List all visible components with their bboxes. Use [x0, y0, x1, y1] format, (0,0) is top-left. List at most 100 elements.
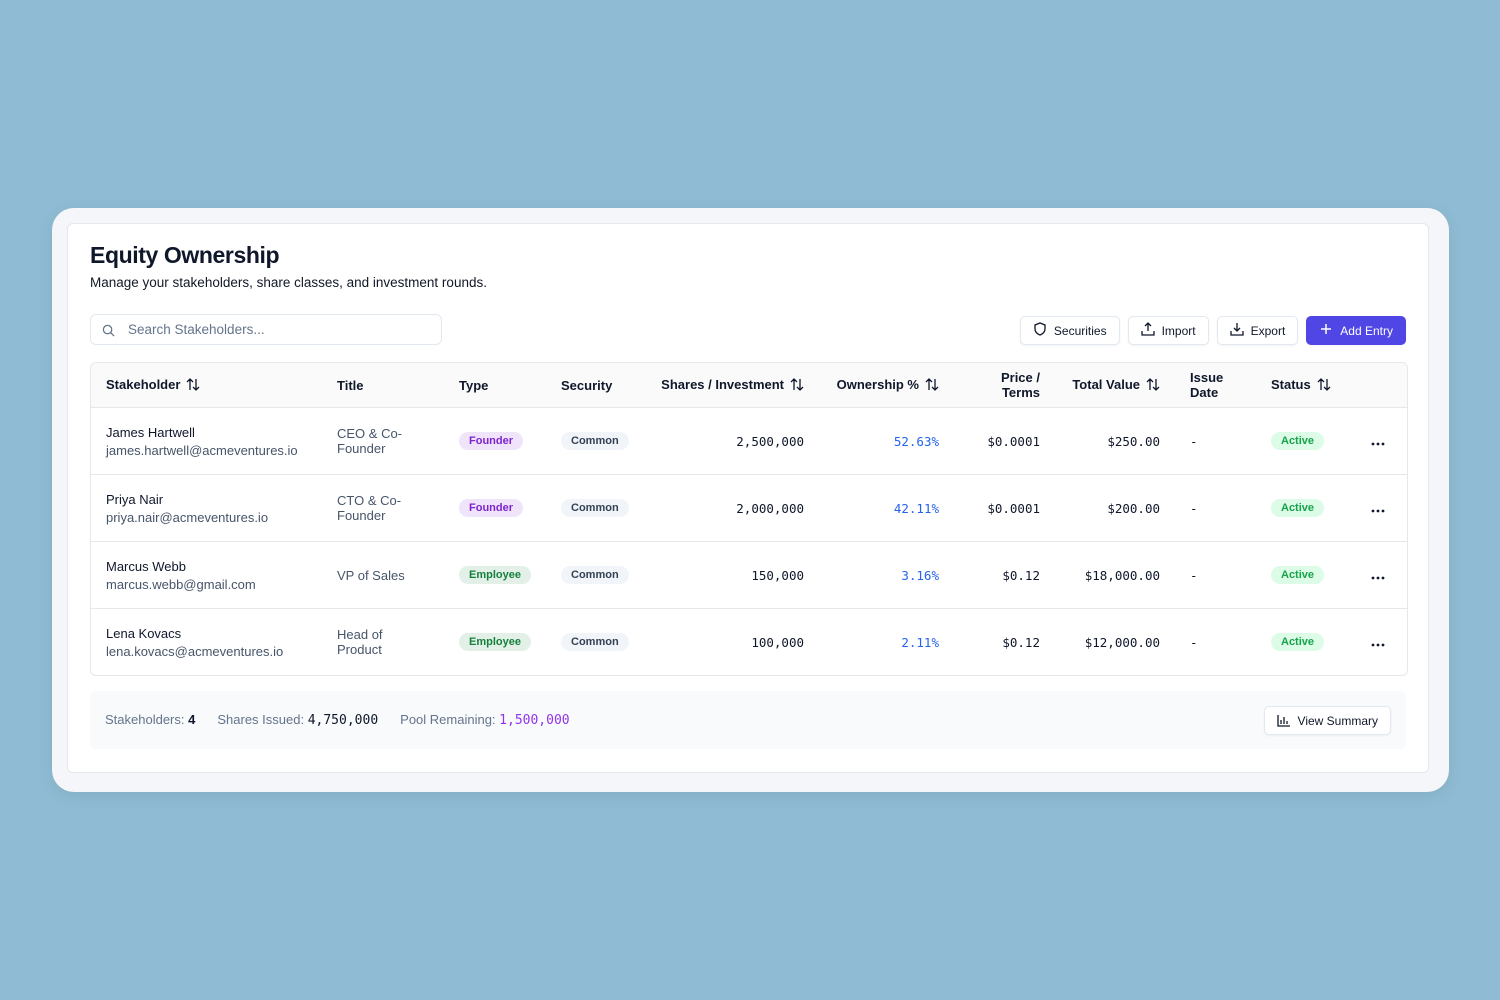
role-title: VP of Sales: [337, 567, 405, 583]
column-label: Ownership %: [836, 376, 919, 392]
table-row: James Hartwell james.hartwell@acmeventure…: [91, 407, 1407, 475]
cell: $0.0001: [954, 474, 1055, 542]
total-value: $18,000.00: [1084, 567, 1160, 583]
view-summary-button[interactable]: View Summary: [1263, 706, 1391, 735]
toolbar-button[interactable]: Export: [1216, 316, 1299, 345]
cell: $250.00: [1055, 407, 1175, 475]
cell: Founder: [444, 474, 546, 542]
column-header: Security: [546, 363, 644, 408]
search-input[interactable]: Search Stakeholders...: [90, 314, 442, 345]
cell: Common: [546, 474, 644, 542]
cell: [1356, 474, 1407, 542]
column-label: Status: [1271, 376, 1311, 392]
sort-icon[interactable]: [1317, 377, 1331, 394]
stat: Pool Remaining: 1,500,000: [400, 691, 569, 750]
stat-value: 4,750,000: [307, 713, 379, 728]
stakeholder-name: Lena Kovacs: [106, 625, 182, 641]
search-icon: [102, 324, 115, 337]
ownership: 42.11%: [893, 500, 939, 516]
stakeholder-email: priya.nair@acmeventures.io: [106, 509, 269, 525]
table-row: Priya Nair priya.nair@acmeventures.io CTO …: [91, 474, 1407, 542]
column-header: Type: [444, 363, 546, 408]
issue-date: -: [1190, 433, 1198, 449]
cell: James Hartwell james.hartwell@acmeventure…: [91, 407, 322, 475]
cell: Active: [1256, 609, 1356, 676]
cell: Founder: [444, 407, 546, 475]
column-label: Stakeholder: [106, 376, 181, 392]
cell: 42.11%: [819, 474, 954, 542]
table-row: Lena Kovacs lena.kovacs@acmeventures.io He…: [91, 609, 1407, 676]
column-label: Title: [337, 377, 364, 393]
column-header: [1356, 363, 1407, 408]
cell: Employee: [444, 609, 546, 676]
toolbar-button[interactable]: Import: [1127, 316, 1209, 345]
column-header: Ownership %: [819, 363, 954, 408]
row-menu[interactable]: [1371, 434, 1385, 449]
sort-icon[interactable]: [925, 377, 939, 394]
issue-date: -: [1190, 634, 1198, 650]
row-menu[interactable]: [1371, 501, 1385, 516]
sort-icon[interactable]: [186, 377, 200, 394]
column-header: Shares / Investment: [644, 363, 819, 408]
type-badge: Employee: [459, 566, 531, 584]
price: $0.0001: [987, 433, 1040, 449]
stakeholder-email: lena.kovacs@acmeventures.io: [106, 643, 284, 659]
price: $0.12: [1002, 634, 1040, 650]
cell: Common: [546, 541, 644, 609]
cell: Active: [1256, 407, 1356, 475]
shares: 150,000: [751, 567, 804, 583]
role-title: Head of Product: [337, 627, 383, 657]
cell: Marcus Webb marcus.webb@gmail.com: [91, 541, 322, 609]
shares: 100,000: [751, 634, 804, 650]
sort-icon[interactable]: [790, 377, 804, 394]
button-label: Export: [1250, 323, 1286, 338]
column-label: Total Value: [1072, 376, 1140, 392]
security-badge: Common: [561, 432, 629, 450]
cell: -: [1175, 474, 1256, 542]
status-badge: Active: [1271, 633, 1325, 651]
cell: 2,500,000: [644, 407, 819, 475]
stat-value: 1,500,000: [499, 713, 570, 728]
toolbar-button[interactable]: Add Entry: [1306, 316, 1406, 345]
button-label: Import: [1161, 323, 1196, 338]
window: Equity Ownership Manage your stakeholder…: [52, 208, 1449, 792]
stakeholder-name: Priya Nair: [106, 491, 164, 507]
cell: -: [1175, 407, 1256, 475]
toolbar-button[interactable]: Securities: [1019, 316, 1120, 345]
page-title: Equity Ownership: [90, 242, 280, 268]
total-value: $200.00: [1107, 500, 1160, 516]
type-badge: Founder: [459, 499, 523, 517]
cell: Active: [1256, 541, 1356, 609]
cell: 2.11%: [819, 609, 954, 676]
cell: Employee: [444, 541, 546, 609]
column-header: Status: [1256, 363, 1356, 408]
shares: 2,000,000: [736, 500, 804, 516]
cell: CEO & Co-Founder: [322, 407, 444, 475]
ownership: 52.63%: [893, 433, 939, 449]
stat: Stakeholders: 4: [105, 691, 195, 750]
button-label: View Summary: [1297, 713, 1378, 728]
cell: Active: [1256, 474, 1356, 542]
stat-label: Pool Remaining:: [400, 712, 496, 727]
cell: 100,000: [644, 609, 819, 676]
cell: $0.12: [954, 609, 1055, 676]
role-title: CEO & Co-Founder: [337, 426, 403, 456]
sort-icon[interactable]: [1146, 377, 1160, 394]
type-badge: Employee: [459, 633, 531, 651]
row-menu[interactable]: [1371, 568, 1385, 583]
cell: 52.63%: [819, 407, 954, 475]
cell: -: [1175, 609, 1256, 676]
cell: $0.12: [954, 541, 1055, 609]
cell: [1356, 541, 1407, 609]
column-header: Title: [322, 363, 444, 408]
row-menu[interactable]: [1371, 635, 1385, 650]
column-label: Price / Terms: [1000, 370, 1040, 400]
column-header: Price / Terms: [954, 363, 1055, 408]
status-badge: Active: [1271, 432, 1325, 450]
button-icon: [1140, 322, 1155, 339]
column-header: Total Value: [1055, 363, 1175, 408]
column-label: Issue Date: [1190, 370, 1224, 400]
panel: Equity Ownership Manage your stakeholder…: [67, 223, 1429, 773]
summary-bar: Stakeholders: 4 Shares Issued: 4,750,000…: [90, 691, 1406, 749]
issue-date: -: [1190, 567, 1198, 583]
